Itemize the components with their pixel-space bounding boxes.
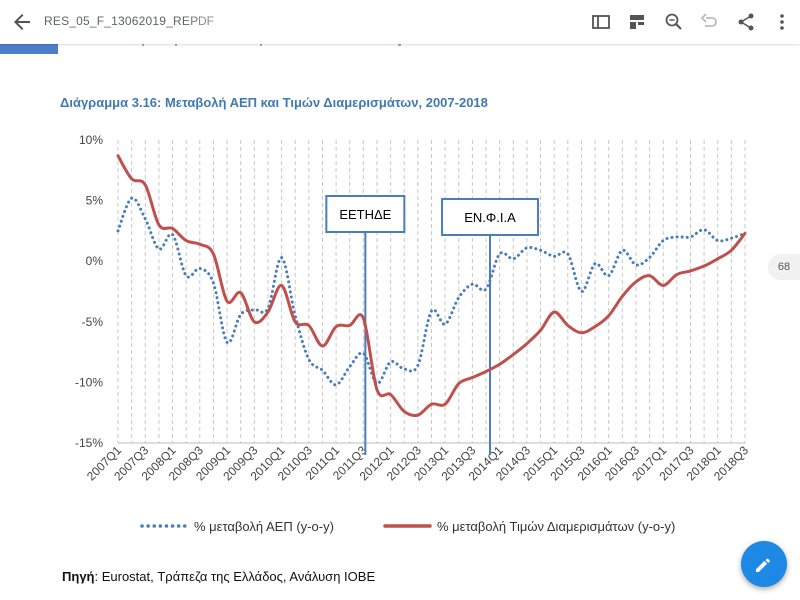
- gdp-series-line: [116, 196, 747, 387]
- search-icon[interactable]: [662, 10, 686, 34]
- y-tick-label: -15%: [75, 436, 103, 450]
- annotation-label: ΕΝ.Φ.Ι.Α: [464, 210, 516, 225]
- annotation-box: [325, 195, 406, 233]
- cropped-previous-line: [60, 44, 800, 46]
- page-number-badge: 68: [768, 254, 800, 280]
- y-axis: 10% 5% 0% -5% -10% -15%: [75, 133, 103, 450]
- edit-fab-button[interactable]: [741, 541, 787, 587]
- section-accent-bar: [0, 44, 58, 54]
- source-note: Πηγή: Eurostat, Τράπεζα της Ελλάδος, Ανά…: [62, 569, 375, 584]
- reader-view-icon[interactable]: [589, 10, 613, 34]
- layout-icon[interactable]: [625, 10, 649, 34]
- y-tick-label: 10%: [79, 133, 103, 147]
- x-axis: 2007Q12007Q32008Q12008Q32009Q12009Q32010…: [84, 443, 751, 483]
- y-tick-label: 5%: [86, 194, 104, 208]
- y-tick-label: -5%: [82, 315, 104, 329]
- chart-gridlines: [117, 140, 746, 444]
- source-text: : Eurostat, Τράπεζα της Ελλάδος, Ανάλυση…: [94, 569, 376, 584]
- pencil-icon: [756, 558, 770, 572]
- chart-series: [116, 154, 747, 418]
- back-arrow-icon[interactable]: [10, 10, 34, 34]
- source-label: Πηγή: [62, 569, 95, 584]
- chart-legend: % μεταβολή ΑΕΠ (y-o-y) % μεταβολή Τιμών Δ…: [140, 519, 675, 534]
- document-title: RES_05_F_13062019_REP: [44, 14, 199, 28]
- share-icon[interactable]: [734, 10, 758, 34]
- document-type: PDF: [190, 14, 214, 28]
- annotation-box: [441, 198, 540, 236]
- chart-annotations: ΕΕΤΗΔΕ ΕΝ.Φ.Ι.Α: [325, 195, 540, 455]
- top-toolbar: RES_05_F_13062019_REP PDF: [0, 0, 800, 44]
- legend-label: % μεταβολή Τιμών Διαμερισμάτων (y-o-y): [437, 519, 675, 534]
- more-vert-icon[interactable]: [770, 10, 794, 34]
- legend-label: % μεταβολή ΑΕΠ (y-o-y): [194, 519, 334, 534]
- y-tick-label: -10%: [75, 375, 103, 389]
- chart-title: Διάγραμμα 3.16: Μεταβολή ΑΕΠ και Τιμών Δ…: [60, 95, 488, 110]
- housing-price-series-line: [116, 154, 747, 418]
- undo-icon[interactable]: [697, 10, 721, 34]
- y-tick-label: 0%: [86, 254, 104, 268]
- annotation-label: ΕΕΤΗΔΕ: [339, 207, 391, 222]
